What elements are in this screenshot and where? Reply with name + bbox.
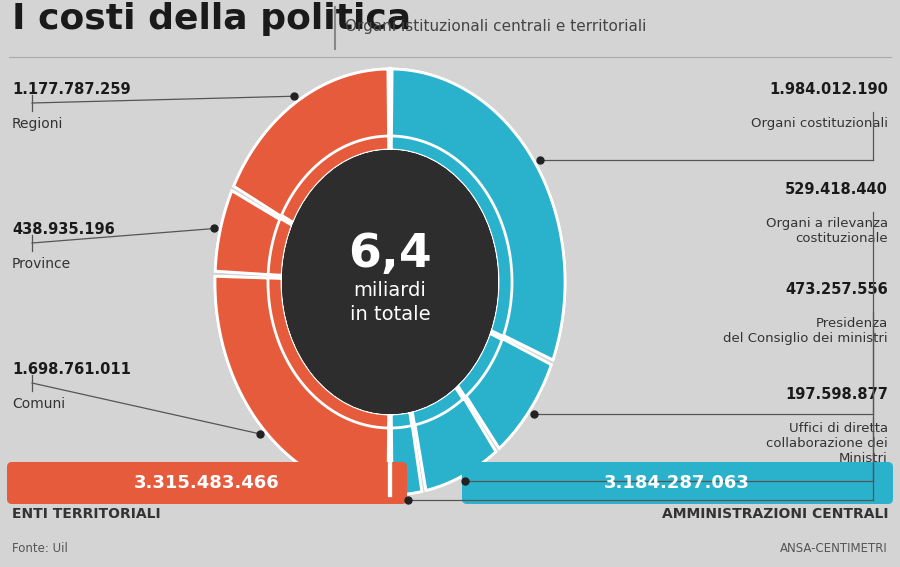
- Polygon shape: [392, 412, 422, 495]
- Text: 6,4: 6,4: [348, 231, 432, 277]
- Polygon shape: [234, 69, 389, 223]
- Text: 473.257.556: 473.257.556: [785, 282, 888, 297]
- Polygon shape: [215, 276, 389, 495]
- FancyBboxPatch shape: [7, 462, 407, 504]
- Text: 529.418.440: 529.418.440: [785, 182, 888, 197]
- Text: Fonte: Uil: Fonte: Uil: [12, 542, 68, 555]
- Polygon shape: [466, 338, 552, 448]
- Text: 1.177.787.259: 1.177.787.259: [12, 82, 130, 97]
- Text: Province: Province: [12, 257, 71, 271]
- Polygon shape: [392, 69, 565, 360]
- Text: Organi costituzionali: Organi costituzionali: [751, 117, 888, 130]
- Text: Uffici di diretta
collaborazione dei
Ministri: Uffici di diretta collaborazione dei Min…: [766, 422, 888, 465]
- Polygon shape: [215, 276, 389, 495]
- Polygon shape: [392, 69, 565, 360]
- Polygon shape: [215, 191, 280, 274]
- Text: 1.698.761.011: 1.698.761.011: [12, 362, 130, 377]
- Text: 3.184.287.063: 3.184.287.063: [604, 474, 750, 492]
- Text: I costi della politica: I costi della politica: [12, 2, 411, 36]
- Ellipse shape: [268, 136, 512, 428]
- Text: Organi a rilevanza
costituzionale: Organi a rilevanza costituzionale: [766, 217, 888, 245]
- Ellipse shape: [282, 150, 498, 414]
- Text: Comuni: Comuni: [12, 397, 65, 411]
- Text: 1.984.012.190: 1.984.012.190: [770, 82, 888, 97]
- Polygon shape: [412, 387, 496, 490]
- Polygon shape: [234, 69, 389, 216]
- FancyBboxPatch shape: [462, 462, 893, 504]
- Polygon shape: [415, 398, 496, 490]
- Ellipse shape: [282, 150, 498, 414]
- Polygon shape: [215, 191, 292, 275]
- Text: in totale: in totale: [350, 304, 430, 324]
- Text: 197.598.877: 197.598.877: [785, 387, 888, 402]
- Ellipse shape: [282, 150, 498, 414]
- Text: AMMINISTRAZIONI CENTRALI: AMMINISTRAZIONI CENTRALI: [662, 507, 888, 521]
- Text: ANSA-CENTIMETRI: ANSA-CENTIMETRI: [780, 542, 888, 555]
- Text: 438.935.196: 438.935.196: [12, 222, 115, 237]
- Text: miliardi: miliardi: [354, 281, 427, 299]
- Polygon shape: [457, 333, 552, 448]
- Text: Organi istituzionali centrali e territoriali: Organi istituzionali centrali e territor…: [345, 19, 646, 33]
- Polygon shape: [392, 426, 422, 495]
- Text: 3.315.483.466: 3.315.483.466: [134, 474, 280, 492]
- Text: Presidenza
del Consiglio dei ministri: Presidenza del Consiglio dei ministri: [724, 317, 888, 345]
- Text: Regioni: Regioni: [12, 117, 63, 131]
- Text: ENTI TERRITORIALI: ENTI TERRITORIALI: [12, 507, 160, 521]
